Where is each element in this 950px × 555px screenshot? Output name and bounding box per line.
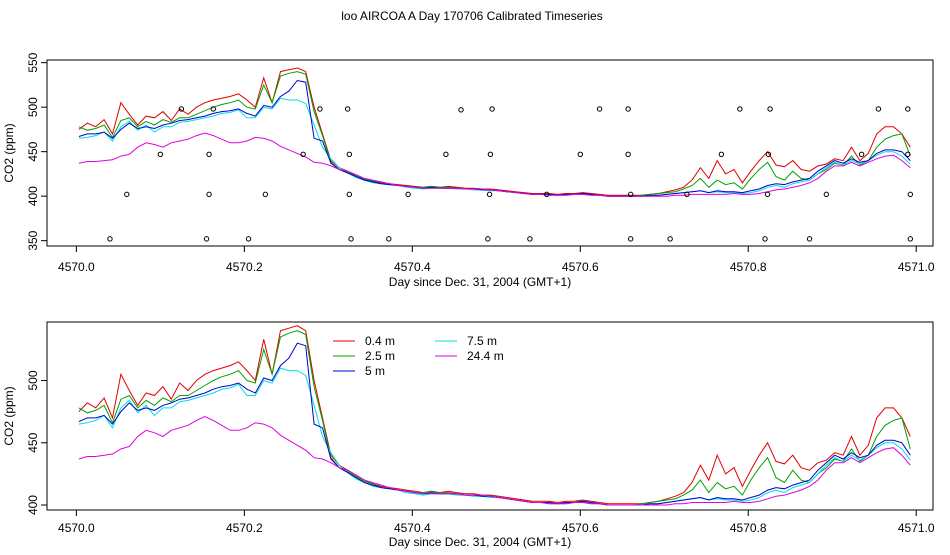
flag-point [344, 106, 351, 112]
flag-point [107, 236, 113, 242]
flag-point [245, 236, 252, 242]
flag-point [907, 191, 914, 198]
flag-point [764, 191, 771, 198]
x-tick-label: 4571.0 [898, 260, 935, 274]
series-line-24-4-m [78, 416, 911, 506]
x-axis-label: Day since Dec. 31, 2004 (GMT+1) [389, 535, 571, 549]
flag-point [206, 191, 212, 198]
flag-point [905, 151, 911, 158]
flag-point [806, 236, 813, 242]
top-panel: 4570.0 4570.2 4570.4 4570.6 4570.8 4571.0 350 4… [2, 52, 935, 289]
flag-point [767, 106, 773, 112]
legend-label: 5 m [365, 364, 385, 378]
y-tick-label: 550 [26, 52, 40, 72]
x-tick-label: 4570.4 [394, 521, 431, 535]
flag-point [684, 191, 690, 198]
flag-point [206, 151, 212, 158]
y-tick-label: 400 [26, 186, 40, 206]
flag-point [210, 106, 216, 112]
flag-point [667, 236, 673, 242]
flag-point [527, 236, 533, 242]
y-tick-label: 500 [26, 97, 40, 117]
y-tick-label: 450 [26, 141, 40, 161]
series-line-0-4-m [78, 325, 911, 505]
flag-point [157, 151, 164, 158]
flag-point [489, 106, 495, 112]
x-tick-label: 4570.8 [730, 260, 767, 274]
flag-point [765, 151, 772, 158]
x-tick-label: 4570.6 [562, 260, 599, 274]
flag-point [405, 191, 411, 198]
flag-point [487, 151, 494, 158]
flag-point [300, 151, 306, 158]
flag-point [627, 191, 634, 198]
series-group [78, 67, 911, 197]
flag-point [348, 236, 354, 242]
x-tick-label: 4570.0 [58, 521, 95, 535]
series-line-7-5-m [78, 97, 911, 197]
flag-point [737, 106, 743, 112]
x-tick-label: 4571.0 [898, 521, 935, 535]
flag-point [346, 191, 353, 198]
flag-point [178, 106, 185, 112]
x-tick-label: 4570.4 [394, 260, 431, 274]
y-tick-label: 500 [26, 370, 40, 390]
legend-label: 0.4 m [365, 334, 395, 348]
legend-label: 2.5 m [365, 349, 395, 363]
flag-point [346, 151, 353, 158]
bottom-panel: 4570.0 4570.2 4570.4 4570.6 4570.8 4571.0 400 4… [2, 321, 935, 549]
plot-frame [46, 321, 934, 511]
flag-point [627, 236, 634, 242]
flag-point [486, 191, 493, 198]
flag-point [458, 107, 464, 113]
flag-point [262, 191, 269, 198]
flag-point [124, 191, 130, 198]
series-group [78, 325, 911, 506]
legend-label: 7.5 m [467, 334, 497, 348]
plot-frame [46, 59, 934, 247]
series-line-7-5-m [78, 367, 911, 506]
flag-point [317, 106, 323, 112]
flag-point [858, 151, 865, 158]
y-axis-label: CO2 (ppm) [2, 386, 16, 445]
x-tick-label: 4570.6 [562, 521, 599, 535]
flag-point [577, 151, 583, 158]
flag-point [823, 191, 830, 198]
x-axis-label: Day since Dec. 31, 2004 (GMT+1) [389, 275, 571, 289]
y-tick-label: 450 [26, 432, 40, 452]
flag-point [625, 106, 631, 112]
series-line-0-4-m [78, 67, 911, 196]
chart-title: loo AIRCOA A Day 170706 Calibrated Times… [341, 9, 602, 23]
x-tick-label: 4570.0 [58, 260, 95, 274]
y-tick-label: 350 [26, 230, 40, 250]
flag-point [907, 236, 914, 242]
flag-point [485, 236, 491, 242]
x-tick-label: 4570.2 [226, 260, 263, 274]
flag-point [543, 191, 550, 198]
x-tick-label: 4570.8 [730, 521, 767, 535]
series-line-24-4-m [78, 132, 911, 197]
flag-point [203, 236, 210, 242]
legend: 0.4 m 7.5 m 2.5 m 24.4 m 5 m [333, 334, 504, 378]
flag-point [762, 236, 768, 242]
flag-point [905, 106, 911, 112]
legend-label: 24.4 m [467, 349, 504, 363]
flag-point [596, 106, 603, 112]
flag-point [443, 151, 449, 158]
flag-point [875, 106, 882, 112]
y-axis-label: CO2 (ppm) [2, 123, 16, 182]
flag-point [718, 151, 725, 158]
flag-point [386, 236, 392, 242]
x-tick-label: 4570.2 [226, 521, 263, 535]
y-tick-label: 400 [26, 495, 40, 515]
flag-point [625, 151, 631, 158]
